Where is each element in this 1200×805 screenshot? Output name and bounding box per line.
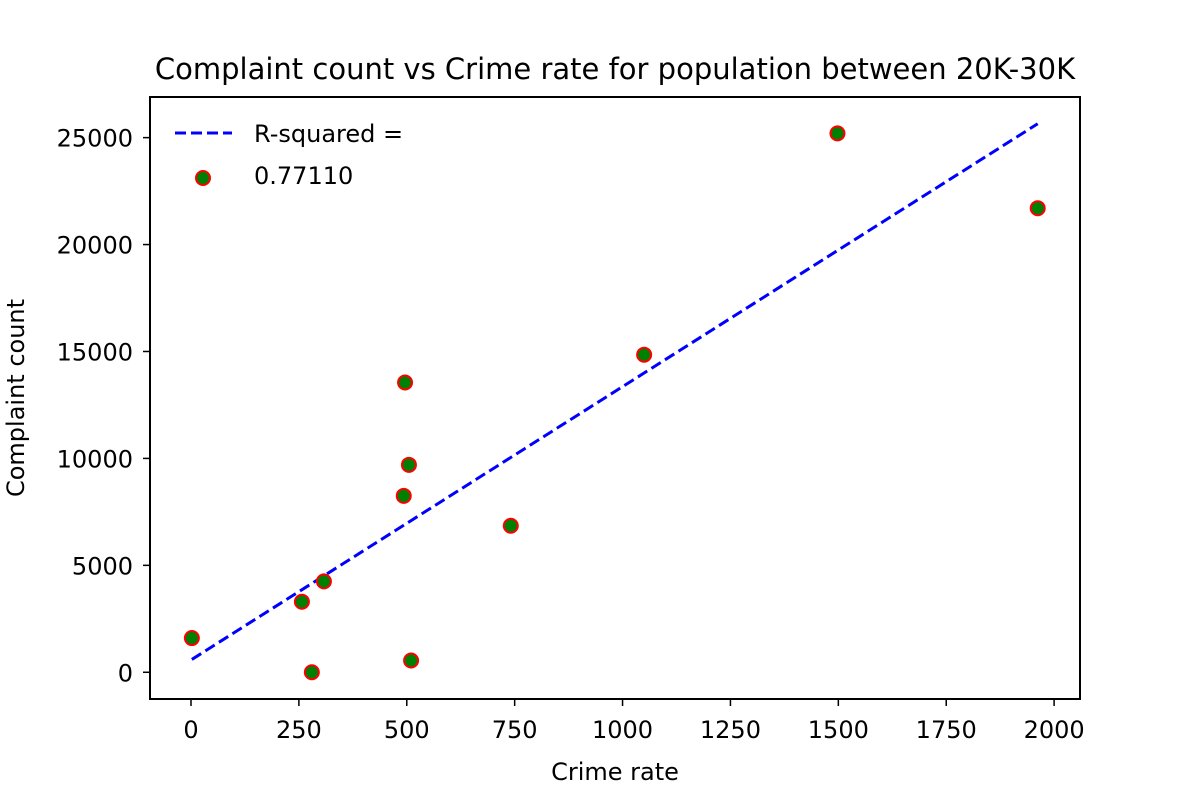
regression-line	[191, 122, 1039, 661]
y-axis-label: Complaint count	[2, 299, 30, 497]
x-tick-label: 1250	[700, 716, 761, 744]
y-tick-label: 5000	[72, 552, 133, 580]
y-tick-label: 15000	[57, 338, 133, 366]
scatter-point	[397, 374, 414, 391]
x-axis-label: Crime rate	[551, 758, 679, 786]
chart-title: Complaint count vs Crime rate for popula…	[155, 52, 1076, 86]
y-tick-label: 25000	[57, 125, 133, 153]
x-tick-label: 1500	[808, 716, 869, 744]
legend-label-fit-line: R-squared =	[254, 120, 403, 148]
y-axis-ticks: 0 5000 10000 15000 20000 25000	[57, 125, 150, 687]
x-tick-label: 0	[183, 716, 198, 744]
scatter-point	[293, 593, 310, 610]
scatter-point	[1029, 200, 1046, 217]
x-tick-label: 2000	[1024, 716, 1085, 744]
legend-label-points: 0.77110	[254, 162, 353, 190]
y-tick-label: 20000	[57, 232, 133, 260]
x-tick-label: 1750	[916, 716, 977, 744]
x-tick-label: 1000	[592, 716, 653, 744]
axes-frame	[149, 96, 1081, 700]
legend: R-squared = 0.77110	[175, 120, 403, 190]
x-axis-ticks: 0 250 500 750 1000 1250 1500 1750 2000	[183, 699, 1085, 744]
x-tick-label: 750	[492, 716, 538, 744]
y-tick-label: 0	[118, 659, 133, 687]
x-tick-label: 250	[276, 716, 322, 744]
scatter-point	[400, 456, 417, 473]
plot-area	[183, 122, 1046, 681]
scatter-point	[502, 517, 519, 534]
scatter-point	[395, 487, 412, 504]
scatter-point	[183, 630, 200, 647]
scatter-point	[315, 573, 332, 590]
scatter-point	[403, 652, 420, 669]
y-tick-label: 10000	[57, 445, 133, 473]
scatter-point	[636, 346, 653, 363]
x-tick-label: 500	[384, 716, 430, 744]
scatter-point	[303, 664, 320, 681]
scatter-point	[829, 125, 846, 142]
legend-marker-points	[195, 170, 211, 186]
